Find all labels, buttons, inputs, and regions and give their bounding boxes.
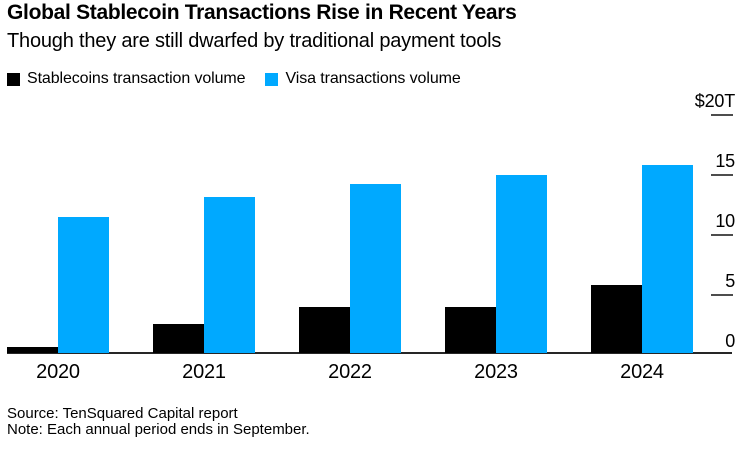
bar-stablecoins-2022 <box>299 307 350 353</box>
y-axis-tick-15 <box>711 174 733 176</box>
visa-swatch-icon <box>265 72 279 86</box>
bar-stablecoins-2023 <box>445 307 496 353</box>
x-axis-label-2024: 2024 <box>620 361 664 383</box>
legend-item-visa: Visa transactions volume <box>265 70 461 88</box>
x-axis-label-2021: 2021 <box>182 361 226 383</box>
y-axis-label-0: 0 <box>725 331 735 351</box>
bar-stablecoins-2021 <box>153 324 204 353</box>
legend-label-visa: Visa transactions volume <box>285 70 461 87</box>
y-axis-label-10: 10 <box>715 211 735 231</box>
bar-visa-2020 <box>58 217 109 353</box>
page-subtitle: Though they are still dwarfed by traditi… <box>7 30 502 52</box>
bar-stablecoins-2020 <box>7 347 58 353</box>
legend-label-stablecoins: Stablecoins transaction volume <box>27 70 246 87</box>
chart-legend: Stablecoins transaction volume Visa tran… <box>7 70 461 88</box>
x-axis-label-2023: 2023 <box>474 361 518 383</box>
note-text: Note: Each annual period ends in Septemb… <box>7 421 310 438</box>
x-axis-label-2022: 2022 <box>328 361 372 383</box>
bar-visa-2021 <box>204 197 255 353</box>
chart-footer: Source: TenSquared Capital report Note: … <box>7 406 310 438</box>
y-axis-tick-5 <box>711 294 733 296</box>
stablecoins-swatch-icon <box>7 72 20 86</box>
y-axis-tick-10 <box>711 234 733 236</box>
x-axis-label-2020: 2020 <box>36 361 80 383</box>
y-axis-tick-20 <box>711 114 733 116</box>
page-title: Global Stablecoin Transactions Rise in R… <box>7 1 517 24</box>
y-axis-label-5: 5 <box>725 271 735 291</box>
source-text: Source: TenSquared Capital report <box>7 405 238 422</box>
bar-visa-2024 <box>642 165 693 353</box>
y-axis-label-20: $20T <box>694 91 735 111</box>
bar-visa-2022 <box>350 184 401 353</box>
bar-stablecoins-2024 <box>591 285 642 353</box>
bar-visa-2023 <box>496 175 547 353</box>
y-axis-label-15: 15 <box>715 151 735 171</box>
x-axis-line <box>7 352 732 354</box>
legend-item-stablecoins: Stablecoins transaction volume <box>7 70 246 88</box>
